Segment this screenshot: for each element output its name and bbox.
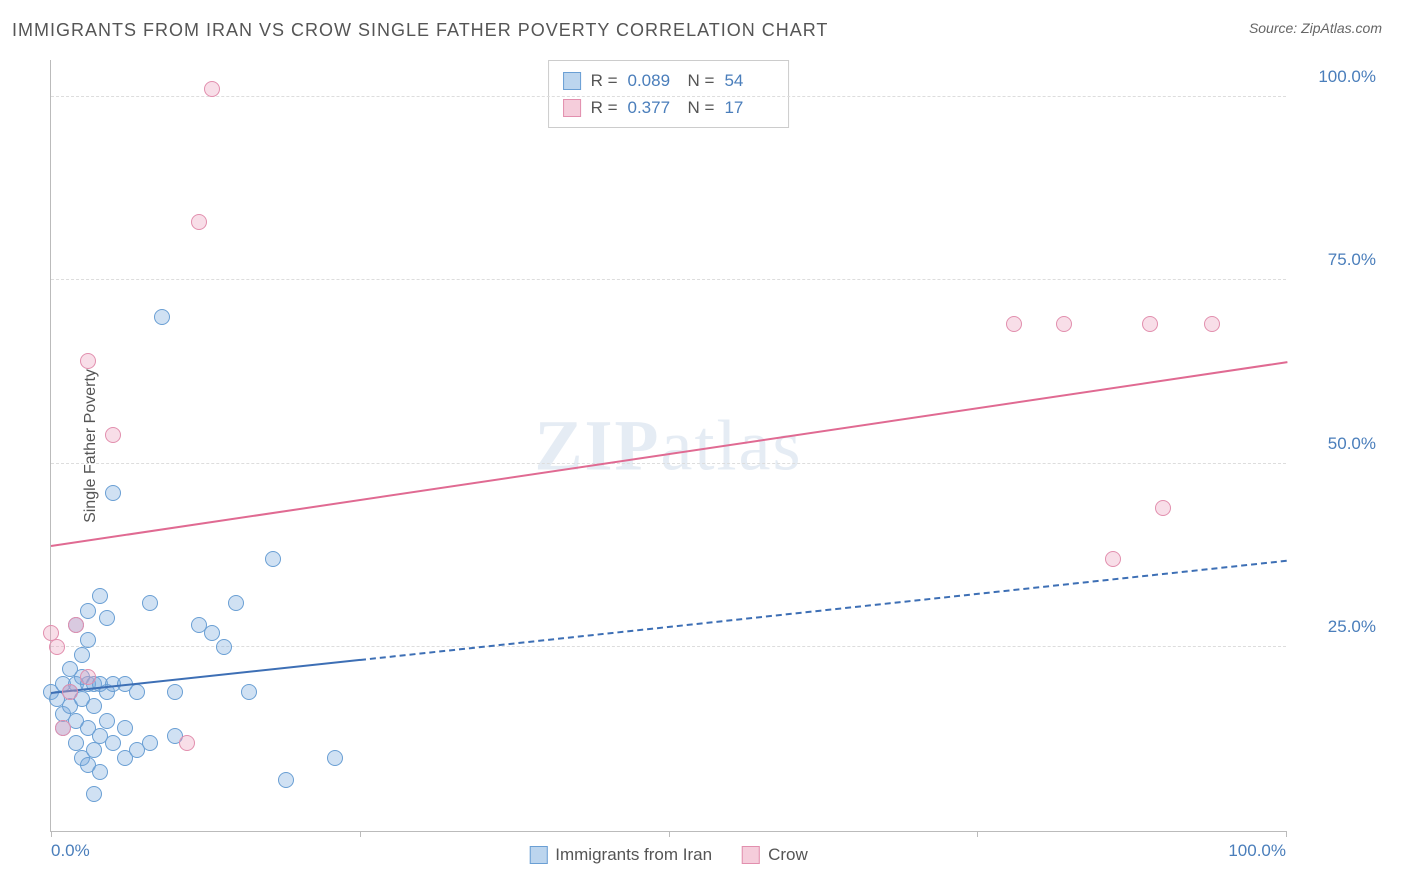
- data-point: [278, 772, 294, 788]
- y-tick-label: 25.0%: [1296, 617, 1376, 637]
- y-tick-label: 50.0%: [1296, 434, 1376, 454]
- x-tick: [51, 831, 52, 837]
- chart-title: IMMIGRANTS FROM IRAN VS CROW SINGLE FATH…: [12, 20, 828, 41]
- data-point: [142, 595, 158, 611]
- legend-series-name: Immigrants from Iran: [555, 845, 712, 865]
- data-point: [204, 625, 220, 641]
- data-point: [327, 750, 343, 766]
- data-point: [167, 684, 183, 700]
- data-point: [99, 713, 115, 729]
- data-point: [1006, 316, 1022, 332]
- data-point: [204, 81, 220, 97]
- data-point: [216, 639, 232, 655]
- legend-swatch: [563, 99, 581, 117]
- data-point: [1105, 551, 1121, 567]
- data-point: [142, 735, 158, 751]
- x-tick: [977, 831, 978, 837]
- y-tick-label: 75.0%: [1296, 250, 1376, 270]
- legend-r-label: R =: [591, 67, 618, 94]
- gridline: [51, 646, 1286, 647]
- gridline: [51, 463, 1286, 464]
- data-point: [55, 720, 71, 736]
- source-link[interactable]: ZipAtlas.com: [1301, 20, 1382, 36]
- data-point: [105, 485, 121, 501]
- data-point: [80, 669, 96, 685]
- plot-area: ZIPatlas R =0.089N =54R =0.377N =17 Immi…: [50, 60, 1286, 832]
- y-tick-label: 100.0%: [1296, 67, 1376, 87]
- legend-row: R = 0.377 N = 17: [563, 94, 775, 121]
- source-prefix: Source:: [1249, 20, 1301, 36]
- data-point: [179, 735, 195, 751]
- correlation-legend: R = 0.089 N = 54 R = 0.377 N = 17: [548, 60, 790, 128]
- legend-row: R = 0.089 N = 54: [563, 67, 775, 94]
- data-point: [86, 698, 102, 714]
- legend-n-value: 54: [724, 67, 774, 94]
- legend-n-value: 17: [724, 94, 774, 121]
- data-point: [68, 735, 84, 751]
- legend-n-label: N =: [688, 67, 715, 94]
- data-point: [43, 625, 59, 641]
- data-point: [1056, 316, 1072, 332]
- trend-line: [51, 361, 1287, 547]
- legend-swatch: [742, 846, 760, 864]
- x-tick-label: 0.0%: [51, 841, 90, 861]
- x-tick-label: 100.0%: [1228, 841, 1286, 861]
- data-point: [1155, 500, 1171, 516]
- source-attribution: Source: ZipAtlas.com: [1249, 20, 1382, 36]
- x-tick: [669, 831, 670, 837]
- data-point: [86, 786, 102, 802]
- data-point: [62, 684, 78, 700]
- data-point: [49, 639, 65, 655]
- data-point: [129, 684, 145, 700]
- data-point: [228, 595, 244, 611]
- data-point: [105, 427, 121, 443]
- legend-r-label: R =: [591, 94, 618, 121]
- data-point: [80, 353, 96, 369]
- legend-swatch: [563, 72, 581, 90]
- x-tick: [360, 831, 361, 837]
- data-point: [154, 309, 170, 325]
- series-legend: Immigrants from Iran Crow: [529, 845, 807, 865]
- legend-item: Crow: [742, 845, 808, 865]
- data-point: [191, 214, 207, 230]
- watermark: ZIPatlas: [535, 404, 803, 487]
- legend-n-label: N =: [688, 94, 715, 121]
- data-point: [92, 588, 108, 604]
- legend-item: Immigrants from Iran: [529, 845, 712, 865]
- legend-swatch: [529, 846, 547, 864]
- x-tick: [1286, 831, 1287, 837]
- gridline: [51, 96, 1286, 97]
- data-point: [74, 647, 90, 663]
- data-point: [241, 684, 257, 700]
- watermark-bold: ZIP: [535, 405, 661, 485]
- legend-series-name: Crow: [768, 845, 808, 865]
- legend-r-value: 0.089: [628, 67, 678, 94]
- data-point: [1204, 316, 1220, 332]
- data-point: [68, 617, 84, 633]
- data-point: [86, 742, 102, 758]
- data-point: [1142, 316, 1158, 332]
- data-point: [92, 764, 108, 780]
- data-point: [105, 735, 121, 751]
- data-point: [265, 551, 281, 567]
- data-point: [80, 632, 96, 648]
- legend-r-value: 0.377: [628, 94, 678, 121]
- data-point: [80, 603, 96, 619]
- data-point: [117, 720, 133, 736]
- data-point: [99, 610, 115, 626]
- gridline: [51, 279, 1286, 280]
